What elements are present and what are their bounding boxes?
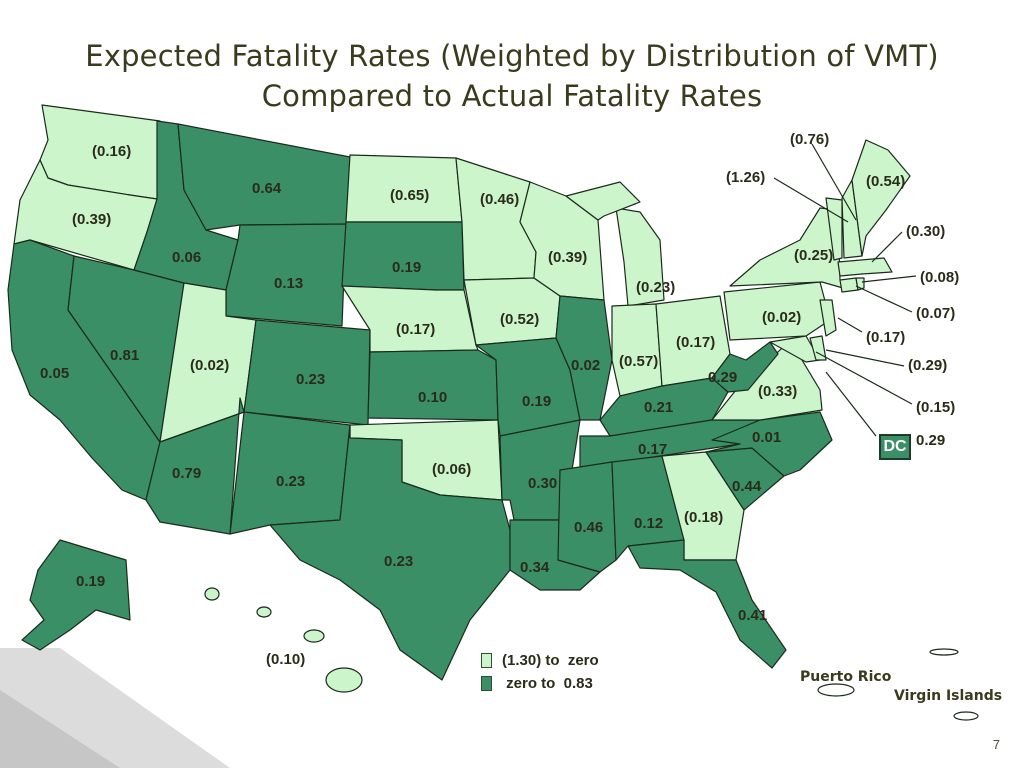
label-nh: (0.76)	[790, 131, 829, 148]
legend-item-positive: zero to 0.83	[481, 672, 599, 695]
state-pa	[723, 281, 831, 341]
label-ia: (0.52)	[500, 311, 539, 328]
leader-lines	[773, 143, 917, 437]
corner-decoration-shade	[0, 690, 120, 768]
state-tx	[269, 424, 511, 681]
label-ma: (0.30)	[906, 223, 945, 240]
state-sd	[341, 221, 465, 291]
label-puerto-rico: Puerto Rico	[800, 669, 892, 685]
page-number: 7	[992, 737, 1000, 752]
state-labels: (0.16) (0.39) 0.05 0.81 0.06 0.64 0.13 (…	[40, 131, 1002, 704]
label-tn: 0.17	[638, 441, 667, 458]
label-virgin-islands: Virgin Islands	[894, 688, 1002, 704]
label-ga: (0.18)	[684, 509, 723, 526]
state-ct	[839, 277, 859, 293]
dc-box: DC	[879, 434, 911, 460]
legend-item-negative: (1.30) to zero	[481, 649, 599, 672]
state-nj	[819, 299, 837, 337]
label-va: (0.33)	[758, 383, 797, 400]
state-hi-oahu	[256, 606, 272, 618]
state-ma	[837, 257, 893, 277]
state-me	[851, 139, 911, 257]
label-il: 0.02	[571, 357, 600, 374]
state-mt	[177, 123, 351, 231]
label-al: 0.12	[634, 515, 663, 532]
state-il	[555, 295, 613, 421]
label-nd: (0.65)	[390, 187, 429, 204]
label-ky: 0.21	[644, 399, 673, 416]
label-ca: 0.05	[40, 365, 69, 382]
label-md: (0.15)	[916, 399, 955, 416]
label-wy: 0.13	[274, 275, 303, 292]
label-mo: 0.19	[522, 393, 551, 410]
label-me: (0.54)	[866, 173, 905, 190]
label-sd: 0.19	[392, 259, 421, 276]
label-mt: 0.64	[252, 180, 282, 197]
label-ny: (0.25)	[794, 247, 833, 264]
title-line-2: Compared to Actual Fatality Rates	[261, 79, 763, 113]
label-ks: 0.10	[418, 389, 447, 406]
label-oh: (0.17)	[676, 334, 715, 351]
label-dc: 0.29	[916, 432, 946, 449]
label-ak: 0.19	[76, 573, 105, 590]
label-id: 0.06	[172, 249, 201, 266]
label-mi: (0.23)	[636, 279, 675, 296]
legend-label-negative: (1.30) to zero	[502, 652, 599, 669]
state-hi-maui	[303, 629, 325, 643]
state-mi-up	[565, 181, 641, 221]
label-mn: (0.46)	[480, 191, 519, 208]
label-az: 0.79	[172, 465, 201, 482]
label-ok: (0.06)	[432, 461, 471, 478]
label-wa: (0.16)	[92, 143, 131, 160]
label-wi: (0.39)	[548, 249, 587, 266]
virgin-islands-shape-2	[929, 648, 959, 656]
label-hi: (0.10)	[266, 651, 305, 668]
slide-title: Expected Fatality Rates (Weighted by Dis…	[0, 36, 1024, 116]
legend-label-positive: zero to 0.83	[502, 675, 593, 692]
title-line-1: Expected Fatality Rates (Weighted by Dis…	[85, 39, 939, 73]
state-wv	[711, 341, 779, 393]
label-la: 0.34	[520, 559, 550, 576]
state-in	[611, 303, 663, 397]
state-nc	[705, 411, 833, 477]
label-de: (0.29)	[908, 357, 947, 374]
label-nc: 0.01	[752, 429, 781, 446]
label-sc: 0.44	[732, 478, 762, 495]
label-vt: (1.26)	[726, 169, 765, 186]
label-nv: 0.81	[110, 347, 139, 364]
label-nm: 0.23	[276, 473, 305, 490]
label-pa: (0.02)	[762, 309, 801, 326]
label-ri: (0.08)	[920, 269, 959, 286]
label-in: (0.57)	[619, 353, 658, 370]
state-ms	[557, 461, 617, 573]
label-ut: (0.02)	[190, 357, 229, 374]
label-ne: (0.17)	[396, 321, 435, 338]
label-ms: 0.46	[574, 519, 603, 536]
label-co: 0.23	[296, 371, 325, 388]
legend-swatch-negative	[481, 653, 492, 668]
label-tx: 0.23	[384, 553, 413, 570]
state-mi	[615, 207, 665, 307]
label-nj: (0.17)	[866, 329, 905, 346]
state-ne	[341, 285, 479, 353]
label-ar: 0.30	[528, 475, 557, 492]
state-hi-main	[325, 667, 363, 693]
state-fl	[627, 539, 787, 669]
legend-swatch-positive	[481, 676, 492, 691]
virgin-islands-shape	[953, 711, 979, 721]
label-ct: (0.07)	[916, 305, 955, 322]
state-de	[809, 335, 827, 361]
state-hi-kauai	[204, 587, 220, 601]
label-wv: 0.29	[708, 369, 737, 386]
puerto-rico-shape	[817, 683, 855, 697]
label-or: (0.39)	[72, 211, 111, 228]
legend: (1.30) to zero zero to 0.83	[481, 649, 599, 695]
state-ak	[21, 539, 131, 651]
state-vt	[825, 197, 843, 261]
label-fl: 0.41	[738, 607, 767, 624]
state-ks	[367, 349, 499, 421]
